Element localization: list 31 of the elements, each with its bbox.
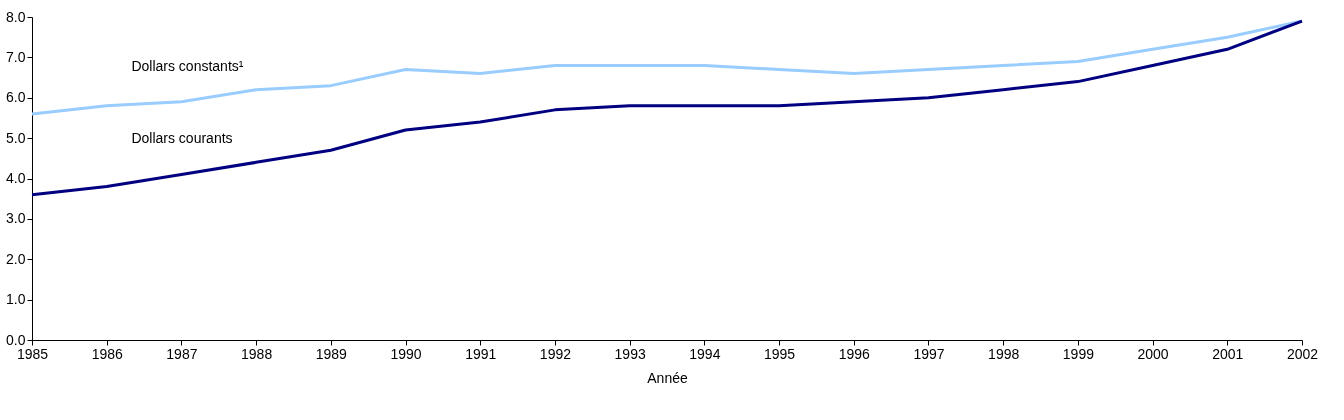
x-tick-label: 1998: [988, 345, 1020, 362]
x-tick-label: 2002: [1286, 345, 1319, 362]
x-tick-label: 2001: [1212, 345, 1244, 362]
x-tick-label: 1990: [390, 345, 422, 362]
x-tick-label: 1996: [838, 345, 871, 362]
y-tick-label: 6.0: [6, 89, 26, 106]
x-tick-label: 1986: [91, 345, 123, 362]
y-tick-label: 3.0: [6, 210, 26, 227]
series-label: Dollars courants: [131, 130, 233, 147]
x-tick-label: 1989: [315, 345, 348, 362]
line-series: [30, 19, 1304, 197]
y-tick-label: 1.0: [6, 291, 26, 308]
series-label: Dollars constants¹: [131, 57, 244, 74]
x-tick-label: 2000: [1137, 345, 1169, 362]
x-tick-label: 1994: [689, 345, 721, 362]
y-tick-label: 5.0: [6, 129, 26, 146]
x-tick-label: 1995: [763, 345, 796, 362]
x-tick-label: 1988: [241, 345, 273, 362]
x-axis-title: Année: [647, 369, 688, 386]
x-tick-label: 1999: [1062, 345, 1095, 362]
x-tick-label: 1987: [166, 345, 198, 362]
y-tick-label: 8.0: [6, 8, 26, 25]
y-tick-label: 7.0: [6, 48, 26, 65]
x-tick-label: 1985: [16, 345, 49, 362]
x-tick-label: 1997: [913, 345, 945, 362]
x-tick-label: 1992: [539, 345, 572, 362]
y-tick-label: 0.0: [6, 331, 26, 348]
x-tick-label: 1991: [465, 345, 497, 362]
x-tick-label: 1993: [614, 345, 646, 362]
y-tick-label: 4.0: [6, 170, 26, 186]
y-tick-label: 2.0: [6, 250, 26, 267]
